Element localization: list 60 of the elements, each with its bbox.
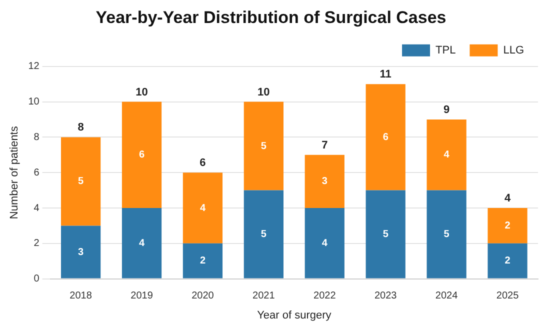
bar: [182, 243, 223, 278]
bar: [122, 102, 162, 208]
total-label: 7: [322, 139, 328, 152]
data-label: 4: [200, 202, 206, 214]
y-tick-label: 0: [34, 274, 40, 285]
x-tick-label: 2022: [314, 290, 336, 302]
data-label: 5: [260, 140, 267, 152]
y-tick-label: 8: [34, 132, 40, 143]
data-label: 5: [78, 176, 84, 188]
data-label: 4: [138, 238, 145, 249]
bar: [182, 172, 223, 244]
chart-title: Year-by-Year Distribution of Surgical Cases: [96, 8, 446, 27]
x-tick-label: 2021: [252, 290, 276, 302]
total-label: 10: [258, 86, 270, 98]
data-label: 2: [504, 220, 511, 232]
x-tick-label: 2020: [192, 290, 214, 302]
bar: [60, 226, 101, 278]
data-label: 4: [322, 238, 328, 249]
y-axis-title: Number of patients: [8, 126, 21, 220]
bar: [244, 102, 284, 190]
x-tick-label: 2023: [374, 290, 398, 302]
data-label: 5: [444, 229, 450, 240]
bar: [304, 154, 344, 208]
x-tick-label: 2025: [496, 290, 520, 302]
legend-label: LLG: [503, 44, 524, 56]
total-label: 9: [444, 104, 450, 116]
data-label: 4: [444, 150, 450, 161]
y-tick-label: 10: [28, 96, 40, 108]
total-label: 6: [200, 157, 206, 170]
bar: [366, 84, 406, 190]
bar: [244, 190, 284, 278]
bar: [122, 208, 162, 278]
x-tick-label: 2018: [70, 290, 92, 302]
y-tick-label: 4: [34, 202, 40, 214]
bar: [60, 137, 101, 226]
data-label: 6: [382, 132, 389, 143]
data-label: 5: [382, 229, 389, 240]
data-label: 2: [200, 256, 206, 267]
x-tick-label: 2019: [130, 290, 154, 302]
bar: [304, 208, 344, 278]
data-label: 5: [260, 229, 267, 240]
legend-label: TPL: [436, 44, 456, 56]
y-tick-label: 2: [34, 238, 40, 250]
y-tick-label: 12: [28, 61, 40, 72]
data-label: 6: [138, 150, 145, 161]
data-label: 3: [322, 176, 328, 188]
bar: [426, 120, 466, 190]
total-label: 8: [78, 122, 84, 134]
x-tick-label: 2024: [435, 290, 458, 302]
x-axis-title: Year of surgery: [257, 309, 332, 322]
bar: [366, 190, 406, 278]
bar: [488, 243, 528, 278]
y-tick-label: 6: [34, 167, 40, 178]
total-label: 4: [504, 192, 512, 205]
bar: [426, 190, 466, 278]
total-label: 11: [380, 68, 392, 81]
bar: [488, 208, 528, 244]
data-label: 3: [78, 246, 84, 258]
total-label: 10: [136, 86, 148, 98]
data-label: 2: [504, 256, 511, 267]
